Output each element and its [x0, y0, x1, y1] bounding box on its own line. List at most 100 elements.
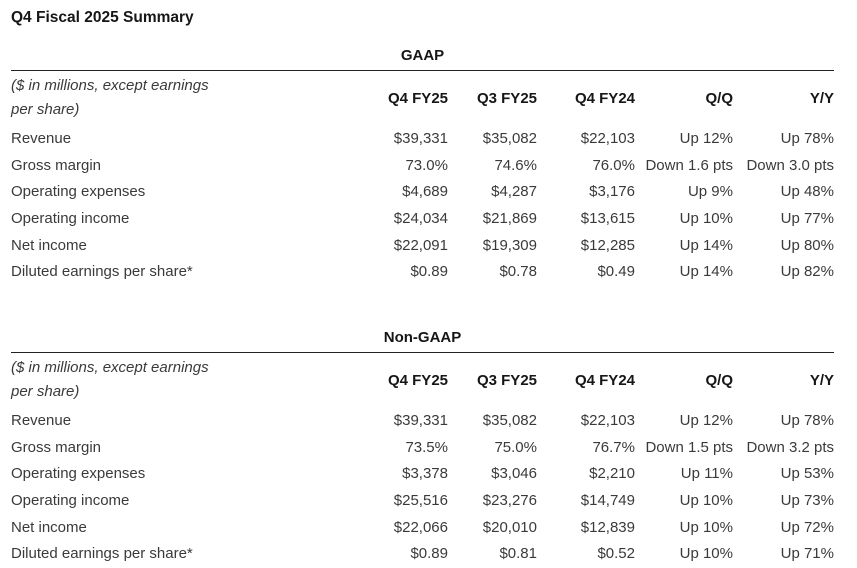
cell-value: Up 77% [780, 209, 834, 227]
non-gaap-table-body: Revenue $39,331 $35,082 $22,103 Up 12% U… [11, 407, 834, 567]
cell-value: $14,749 [580, 492, 635, 510]
table-row: Diluted earnings per share* $0.89 $0.81 … [11, 541, 834, 568]
row-label: Net income [11, 518, 87, 536]
units-caption: ($ in millions, except earnings per shar… [11, 353, 271, 408]
column-header-q4fy24: Q4 FY24 [574, 89, 635, 107]
cell-value: Up 82% [780, 263, 834, 281]
row-label: Gross margin [11, 438, 102, 456]
cell-value: $20,010 [482, 518, 537, 536]
units-caption: ($ in millions, except earnings per shar… [11, 71, 271, 126]
row-label: Revenue [11, 411, 72, 429]
cell-value: $0.49 [597, 263, 635, 281]
table-row: Gross margin 73.0% 74.6% 76.0% Down 1.6 … [11, 152, 834, 179]
gaap-table: ($ in millions, except earnings per shar… [11, 70, 834, 285]
cell-value: $12,839 [580, 518, 635, 536]
cell-value: Up 72% [780, 518, 834, 536]
column-header-qq: Q/Q [705, 89, 733, 107]
gaap-table-body: Revenue $39,331 $35,082 $22,103 Up 12% U… [11, 125, 834, 285]
cell-value: Up 78% [780, 129, 834, 147]
cell-value: Up 73% [780, 492, 834, 510]
table-title-gaap: GAAP [400, 47, 445, 64]
column-header-q4fy25: Q4 FY25 [387, 89, 448, 107]
cell-value: Down 1.6 pts [645, 156, 733, 174]
cell-value: $19,309 [482, 236, 537, 254]
cell-value: $22,103 [580, 411, 635, 429]
cell-value: 74.6% [494, 156, 537, 174]
table-row: Revenue $39,331 $35,082 $22,103 Up 12% U… [11, 125, 834, 152]
row-label: Diluted earnings per share* [11, 545, 193, 563]
non-gaap-table: ($ in millions, except earnings per shar… [11, 352, 834, 567]
units-caption-line2: per share) [11, 383, 80, 401]
units-caption-line2: per share) [11, 101, 80, 118]
table-row: Operating income $25,516 $23,276 $14,749… [11, 487, 834, 514]
cell-value: Up 10% [679, 545, 733, 563]
row-label: Revenue [11, 129, 72, 147]
cell-value: $0.89 [410, 545, 448, 563]
cell-value: Up 14% [679, 236, 733, 254]
table-row: Gross margin 73.5% 75.0% 76.7% Down 1.5 … [11, 434, 834, 461]
row-label: Net income [11, 236, 87, 254]
table-title-non-gaap: Non-GAAP [383, 329, 462, 347]
non-gaap-table-header: ($ in millions, except earnings per shar… [11, 353, 834, 408]
header-row: ($ in millions, except earnings per shar… [11, 353, 834, 408]
column-header-yy: Y/Y [809, 89, 834, 107]
row-label: Diluted earnings per share* [11, 263, 193, 281]
column-header-q4fy25: Q4 FY25 [387, 371, 448, 389]
cell-value: Up 80% [780, 236, 834, 254]
cell-value: $3,378 [402, 465, 448, 483]
row-label: Operating expenses [11, 465, 146, 483]
cell-value: $22,091 [393, 236, 448, 254]
cell-value: $3,176 [589, 183, 635, 201]
units-caption-line1: ($ in millions, except earnings [11, 77, 209, 94]
header-row: ($ in millions, except earnings per shar… [11, 71, 834, 126]
cell-value: Up 14% [679, 263, 733, 281]
cell-value: Down 3.0 pts [746, 156, 834, 174]
cell-value: $39,331 [393, 411, 448, 429]
cell-value: $13,615 [580, 209, 635, 227]
cell-value: Up 48% [780, 183, 834, 201]
cell-value: $35,082 [482, 129, 537, 147]
cell-value: 76.0% [592, 156, 635, 174]
cell-value: $23,276 [482, 492, 537, 510]
gaap-table-header: ($ in millions, except earnings per shar… [11, 71, 834, 126]
cell-value: $39,331 [393, 129, 448, 147]
cell-value: $35,082 [482, 411, 537, 429]
cell-value: $21,869 [482, 209, 537, 227]
row-label: Operating income [11, 492, 130, 510]
column-header-yy: Y/Y [809, 371, 834, 389]
column-header-qq: Q/Q [705, 371, 733, 389]
table-row: Operating expenses $3,378 $3,046 $2,210 … [11, 461, 834, 488]
cell-value: Up 11% [680, 465, 733, 483]
cell-value: $24,034 [393, 209, 448, 227]
cell-value: Down 3.2 pts [746, 438, 834, 456]
table-row: Operating income $24,034 $21,869 $13,615… [11, 205, 834, 232]
cell-value: $2,210 [589, 465, 635, 483]
cell-value: Up 78% [780, 411, 834, 429]
cell-value: Up 9% [687, 183, 733, 201]
row-label: Gross margin [11, 156, 102, 174]
cell-value: Down 1.5 pts [645, 438, 733, 456]
table-row: Diluted earnings per share* $0.89 $0.78 … [11, 258, 834, 285]
cell-value: $22,066 [393, 518, 448, 536]
cell-value: Up 71% [780, 545, 834, 563]
table-row: Net income $22,066 $20,010 $12,839 Up 10… [11, 514, 834, 541]
table-row: Revenue $39,331 $35,082 $22,103 Up 12% U… [11, 407, 834, 434]
cell-value: 76.7% [592, 438, 635, 456]
page-title: Q4 Fiscal 2025 Summary [11, 9, 194, 26]
row-label: Operating income [11, 209, 130, 227]
cell-value: Up 10% [679, 492, 733, 510]
cell-value: $0.81 [499, 545, 537, 563]
cell-value: $0.89 [410, 263, 448, 281]
column-header-q3fy25: Q3 FY25 [476, 89, 537, 107]
table-row: Net income $22,091 $19,309 $12,285 Up 14… [11, 232, 834, 259]
cell-value: $25,516 [393, 492, 448, 510]
cell-value: $0.78 [499, 263, 537, 281]
cell-value: Up 10% [679, 209, 733, 227]
cell-value: $4,287 [491, 183, 537, 201]
cell-value: Up 10% [679, 518, 733, 536]
cell-value: $3,046 [491, 465, 537, 483]
cell-value: $12,285 [580, 236, 635, 254]
cell-value: $4,689 [402, 183, 448, 201]
row-label: Operating expenses [11, 183, 146, 201]
